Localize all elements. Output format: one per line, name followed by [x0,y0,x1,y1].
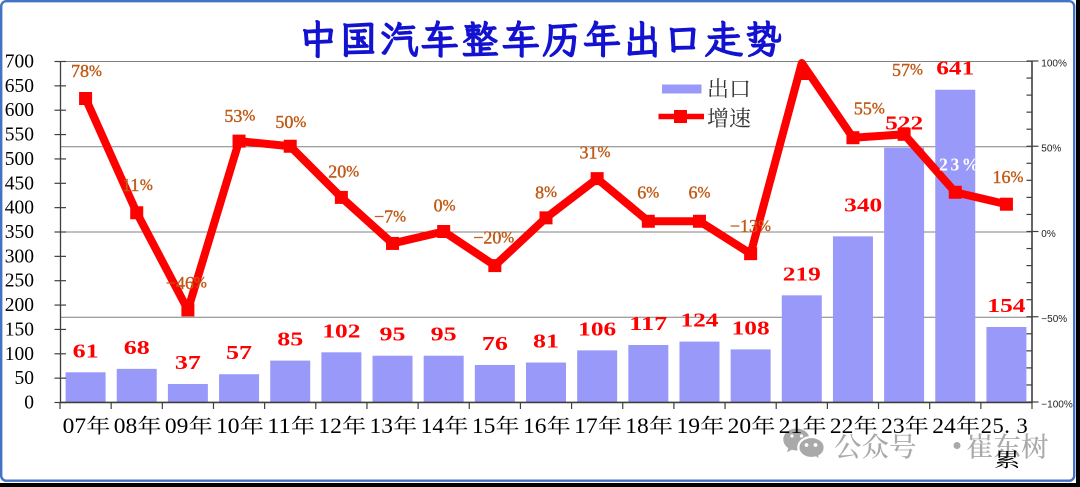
svg-text:600: 600 [5,100,34,121]
svg-text:08: 08 [114,413,137,438]
svg-text:31: 31 [580,142,598,162]
svg-text:%: % [346,163,359,180]
svg-text:23: 23 [881,413,905,438]
svg-text:17: 17 [574,413,598,438]
svg-text:21: 21 [779,413,803,438]
svg-text:68: 68 [124,337,150,359]
svg-text:8: 8 [535,182,544,202]
svg-text:219: 219 [783,263,821,285]
svg-text:%: % [758,218,771,235]
svg-text:450: 450 [5,173,34,194]
svg-text:76: 76 [482,333,508,355]
svg-text:10: 10 [216,413,240,438]
svg-text:07: 07 [63,413,87,438]
svg-text:%: % [140,177,153,194]
svg-text:117: 117 [629,313,667,335]
svg-text:15: 15 [472,413,496,438]
svg-text:22: 22 [830,413,854,438]
svg-text:250: 250 [5,271,34,292]
svg-text:20: 20 [728,413,752,438]
svg-text:50: 50 [275,112,293,132]
svg-text:95: 95 [431,324,457,346]
svg-text:50%: 50% [1041,144,1061,155]
svg-text:102: 102 [322,320,360,342]
svg-text:641: 641 [936,58,974,80]
svg-text:%: % [872,100,885,117]
svg-text:−100%: −100% [1041,399,1073,410]
svg-text:−20: −20 [473,228,501,248]
svg-text:%: % [443,197,456,214]
svg-text:−13: −13 [730,216,758,236]
svg-text:100: 100 [5,344,34,365]
svg-text:81: 81 [533,331,559,353]
svg-text:6: 6 [689,183,698,203]
svg-text:0: 0 [24,393,34,414]
svg-text:%: % [501,229,514,246]
svg-text:57: 57 [226,342,252,364]
svg-text:500: 500 [5,149,34,170]
svg-text:18: 18 [625,413,649,438]
svg-text:19: 19 [676,413,700,438]
svg-text:61: 61 [73,340,99,362]
svg-text:%: % [242,108,255,125]
svg-text:108: 108 [732,317,770,339]
svg-text:%: % [646,184,659,201]
svg-text:700: 700 [5,52,34,73]
svg-text:6: 6 [637,183,646,203]
svg-text:0: 0 [434,196,443,216]
svg-text:106: 106 [578,318,616,340]
svg-text:%: % [89,63,102,80]
svg-text:37: 37 [175,352,201,374]
svg-text:16: 16 [993,167,1011,187]
svg-text:%: % [698,184,711,201]
svg-text:%: % [293,114,306,131]
svg-text:24: 24 [932,413,956,438]
svg-text:%: % [910,62,923,79]
svg-text:−50%: −50% [1041,314,1067,325]
svg-text:23%: 23% [939,155,982,175]
svg-text:−7: −7 [374,207,393,227]
svg-text:50: 50 [15,368,35,389]
svg-text:%: % [194,275,207,292]
svg-text:%: % [1011,169,1024,186]
svg-text:340: 340 [844,195,882,217]
svg-text:55: 55 [854,99,872,119]
svg-text:100%: 100% [1041,58,1067,69]
svg-text:400: 400 [5,198,34,219]
svg-text:95: 95 [380,324,406,346]
svg-text:154: 154 [987,295,1025,317]
svg-text:20: 20 [328,162,346,182]
svg-text:%: % [544,184,557,201]
svg-text:85: 85 [277,329,303,351]
svg-text:0%: 0% [1041,229,1056,240]
svg-text:78: 78 [71,61,89,81]
svg-text:300: 300 [5,246,34,267]
svg-text:53: 53 [224,106,242,126]
svg-text:522: 522 [885,113,923,135]
svg-text:124: 124 [680,310,718,332]
svg-text:12: 12 [318,413,342,438]
svg-text:650: 650 [5,76,34,97]
svg-text:350: 350 [5,222,34,243]
svg-text:550: 550 [5,125,34,146]
svg-text:−46: −46 [166,273,194,293]
svg-text:11: 11 [122,175,139,195]
svg-text:25. 3: 25. 3 [981,413,1028,438]
svg-text:09: 09 [165,413,189,438]
svg-text:%: % [393,208,406,225]
svg-text:150: 150 [5,319,34,340]
svg-text:57: 57 [892,60,910,80]
svg-text:14: 14 [421,413,445,438]
svg-text:11: 11 [267,413,291,438]
svg-text:200: 200 [5,295,34,316]
svg-text:13: 13 [370,413,394,438]
svg-text:%: % [598,144,611,161]
svg-text:16: 16 [523,413,547,438]
